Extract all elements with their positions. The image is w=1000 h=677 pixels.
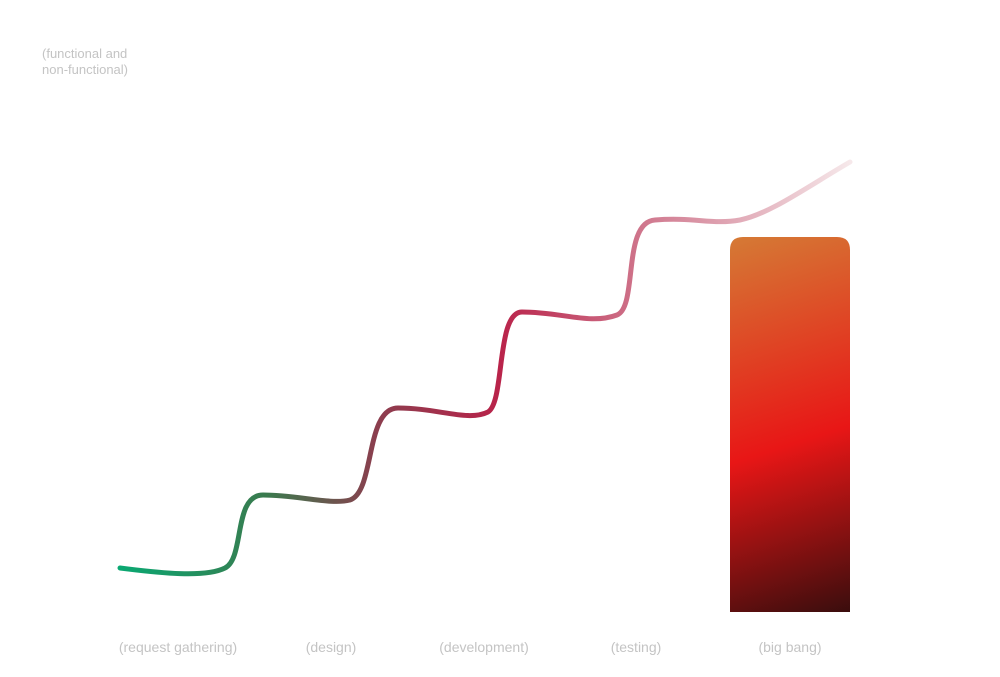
phase-label-design: (design) bbox=[305, 639, 357, 655]
phase-label-development: (development) bbox=[439, 639, 529, 655]
growth-curve bbox=[117, 159, 853, 577]
y-axis-note: (functional and non-functional) bbox=[42, 46, 162, 78]
y-axis-note-line-2: non-functional) bbox=[42, 62, 128, 77]
phase-label-big-bang: (big bang) bbox=[758, 639, 822, 655]
phase-label-testing: (testing) bbox=[610, 639, 662, 655]
phase-label-request-gathering: (request gathering) bbox=[118, 639, 238, 655]
y-axis-note-line-1: (functional and bbox=[42, 46, 128, 61]
big-bang-bar bbox=[730, 237, 850, 612]
